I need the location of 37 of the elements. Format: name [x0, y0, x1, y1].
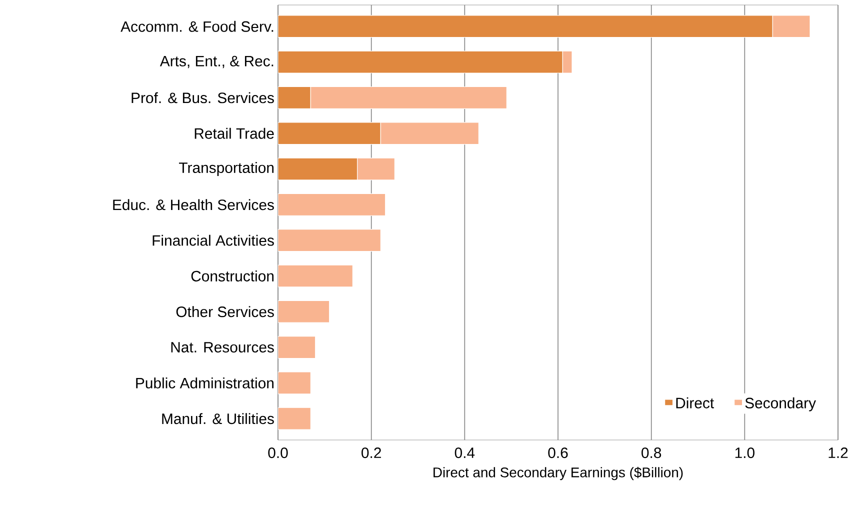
bar [278, 193, 386, 216]
y-tick-label: Manuf. & Utilities [162, 413, 274, 424]
bar [278, 407, 311, 430]
x-tick-label: 1.2 [828, 447, 848, 458]
x-tick-label: 0.2 [362, 447, 381, 458]
y-tick-label: Transportation [179, 162, 274, 176]
y-tick-label: Arts, Ent., & Rec. [160, 56, 274, 68]
bar [380, 122, 479, 145]
bar [278, 229, 381, 252]
bar [278, 158, 358, 180]
x-tick-label: 1.0 [735, 447, 754, 458]
bar [562, 50, 572, 74]
y-tick-label: Other Services [176, 306, 274, 318]
bar [310, 86, 507, 109]
y-tick-label: Financial Activities [152, 234, 274, 246]
y-tick-label: Public Administration [136, 377, 274, 388]
bar [278, 300, 330, 323]
bar [278, 336, 316, 359]
y-tick-label: Educ. & Health Services [113, 199, 274, 210]
y-tick-label: Retail Trade [194, 128, 274, 139]
x-axis-title: Direct and Secondary Earnings ($Billion) [434, 466, 683, 480]
x-tick-label: 0.8 [642, 447, 662, 458]
y-tick-label: Construction [191, 270, 274, 282]
bar [278, 264, 353, 288]
x-tick-label: 0.4 [454, 447, 475, 458]
x-tick-label: 0.6 [548, 447, 568, 458]
y-tick-label: Nat. Resources [171, 342, 274, 352]
bar [278, 50, 563, 74]
legend-label: Direct [676, 397, 714, 408]
bar [278, 372, 311, 394]
legend-label: Secondary [745, 397, 816, 412]
bar [278, 122, 381, 145]
y-tick-label: Prof. & Bus. Services [132, 92, 274, 104]
x-tick-label: 0.0 [268, 447, 288, 458]
bar [278, 86, 311, 109]
y-tick-label: Accomm. & Food Serv. [120, 20, 274, 32]
bar [278, 15, 773, 38]
